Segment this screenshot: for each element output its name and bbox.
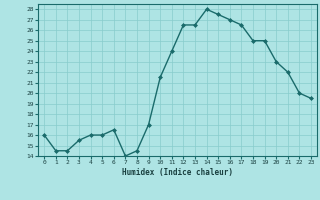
X-axis label: Humidex (Indice chaleur): Humidex (Indice chaleur) <box>122 168 233 177</box>
